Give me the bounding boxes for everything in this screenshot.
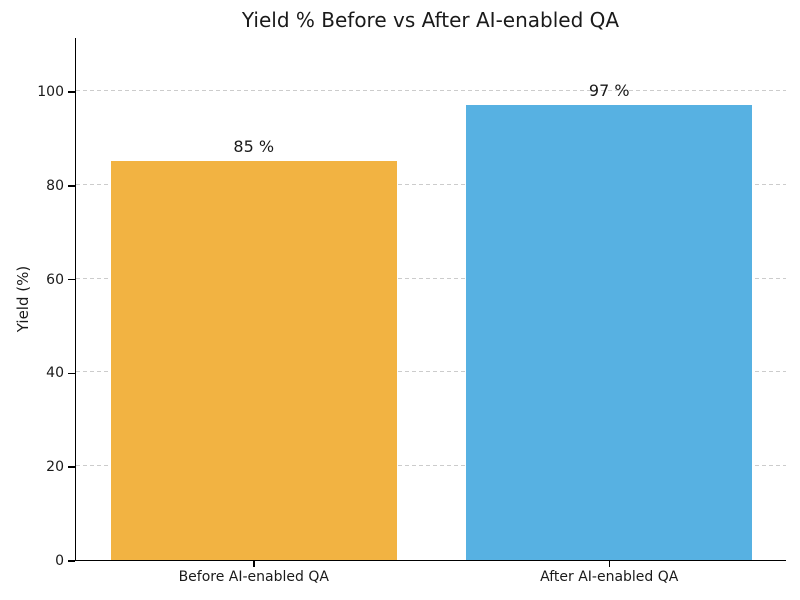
bar (466, 105, 753, 560)
gridline (76, 277, 786, 279)
y-tick-label: 80 (46, 177, 64, 194)
x-tick-mark (608, 561, 610, 567)
y-tick-label: 60 (46, 271, 64, 288)
y-tick-label: 100 (37, 83, 64, 100)
bar (110, 161, 397, 560)
plot-area: 85 % 97 % (75, 38, 786, 561)
chart-title: Yield % Before vs After AI-enabled QA (241, 8, 620, 32)
y-tick-mark (68, 466, 75, 468)
y-tick-label: 20 (46, 459, 64, 476)
y-tick-mark (68, 185, 75, 187)
x-tick-label: After AI-enabled QA (540, 569, 679, 585)
y-tick-label: 0 (55, 553, 64, 569)
y-tick-mark (68, 278, 75, 281)
gridline (76, 371, 786, 373)
gridline (76, 183, 786, 185)
gridline (76, 89, 786, 91)
y-tick-mark (68, 560, 75, 562)
x-tick-label: Before AI-enabled QA (178, 569, 329, 585)
y-tick-mark (68, 372, 75, 375)
x-tick-mark (253, 561, 255, 567)
gridline (76, 465, 786, 467)
bar-value-label: 85 % (233, 137, 275, 157)
y-tick-label: 40 (46, 365, 64, 382)
bar-value-label: 97 % (588, 81, 630, 101)
y-tick-mark (68, 91, 75, 93)
